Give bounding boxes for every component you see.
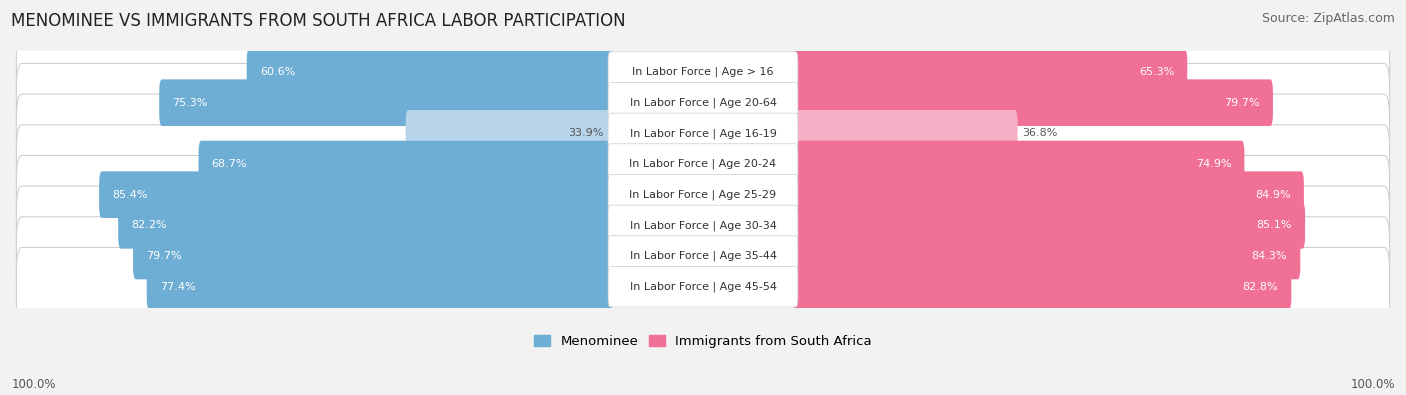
Text: 60.6%: 60.6% — [260, 67, 295, 77]
Text: 33.9%: 33.9% — [568, 128, 603, 138]
FancyBboxPatch shape — [793, 202, 1305, 249]
FancyBboxPatch shape — [17, 155, 1389, 234]
Text: In Labor Force | Age 30-34: In Labor Force | Age 30-34 — [630, 220, 776, 231]
Text: 75.3%: 75.3% — [173, 98, 208, 108]
Text: 74.9%: 74.9% — [1195, 159, 1232, 169]
FancyBboxPatch shape — [134, 233, 613, 279]
FancyBboxPatch shape — [607, 175, 799, 215]
FancyBboxPatch shape — [607, 267, 799, 307]
Text: 65.3%: 65.3% — [1139, 67, 1174, 77]
Text: In Labor Force | Age 45-54: In Labor Force | Age 45-54 — [630, 281, 776, 292]
FancyBboxPatch shape — [793, 233, 1301, 279]
Text: 85.4%: 85.4% — [112, 190, 148, 200]
Text: In Labor Force | Age 20-24: In Labor Force | Age 20-24 — [630, 159, 776, 169]
FancyBboxPatch shape — [607, 113, 799, 154]
Text: Source: ZipAtlas.com: Source: ZipAtlas.com — [1261, 12, 1395, 25]
FancyBboxPatch shape — [793, 49, 1187, 95]
FancyBboxPatch shape — [17, 64, 1389, 142]
FancyBboxPatch shape — [607, 144, 799, 184]
Text: In Labor Force | Age 25-29: In Labor Force | Age 25-29 — [630, 190, 776, 200]
Text: In Labor Force | Age 35-44: In Labor Force | Age 35-44 — [630, 251, 776, 261]
Legend: Menominee, Immigrants from South Africa: Menominee, Immigrants from South Africa — [534, 335, 872, 348]
Text: 68.7%: 68.7% — [211, 159, 247, 169]
Text: 100.0%: 100.0% — [1350, 378, 1395, 391]
Text: 85.1%: 85.1% — [1257, 220, 1292, 230]
Text: 77.4%: 77.4% — [160, 282, 195, 292]
FancyBboxPatch shape — [405, 110, 613, 157]
FancyBboxPatch shape — [146, 263, 613, 310]
Text: 79.7%: 79.7% — [146, 251, 181, 261]
Text: 82.8%: 82.8% — [1243, 282, 1278, 292]
FancyBboxPatch shape — [17, 247, 1389, 326]
FancyBboxPatch shape — [17, 186, 1389, 265]
FancyBboxPatch shape — [607, 205, 799, 246]
FancyBboxPatch shape — [607, 83, 799, 123]
Text: In Labor Force | Age 20-64: In Labor Force | Age 20-64 — [630, 98, 776, 108]
Text: 82.2%: 82.2% — [131, 220, 167, 230]
Text: MENOMINEE VS IMMIGRANTS FROM SOUTH AFRICA LABOR PARTICIPATION: MENOMINEE VS IMMIGRANTS FROM SOUTH AFRIC… — [11, 12, 626, 30]
FancyBboxPatch shape — [17, 33, 1389, 111]
Text: In Labor Force | Age 16-19: In Labor Force | Age 16-19 — [630, 128, 776, 139]
FancyBboxPatch shape — [793, 263, 1291, 310]
Text: 84.9%: 84.9% — [1256, 190, 1291, 200]
Text: 84.3%: 84.3% — [1251, 251, 1288, 261]
FancyBboxPatch shape — [17, 125, 1389, 203]
FancyBboxPatch shape — [246, 49, 613, 95]
FancyBboxPatch shape — [793, 110, 1018, 157]
FancyBboxPatch shape — [17, 94, 1389, 173]
Text: 36.8%: 36.8% — [1022, 128, 1057, 138]
FancyBboxPatch shape — [793, 171, 1303, 218]
Text: In Labor Force | Age > 16: In Labor Force | Age > 16 — [633, 67, 773, 77]
FancyBboxPatch shape — [793, 141, 1244, 187]
FancyBboxPatch shape — [607, 52, 799, 92]
FancyBboxPatch shape — [118, 202, 613, 249]
FancyBboxPatch shape — [198, 141, 613, 187]
FancyBboxPatch shape — [159, 79, 613, 126]
FancyBboxPatch shape — [17, 217, 1389, 295]
FancyBboxPatch shape — [607, 236, 799, 276]
FancyBboxPatch shape — [793, 79, 1272, 126]
Text: 79.7%: 79.7% — [1225, 98, 1260, 108]
FancyBboxPatch shape — [100, 171, 613, 218]
Text: 100.0%: 100.0% — [11, 378, 56, 391]
